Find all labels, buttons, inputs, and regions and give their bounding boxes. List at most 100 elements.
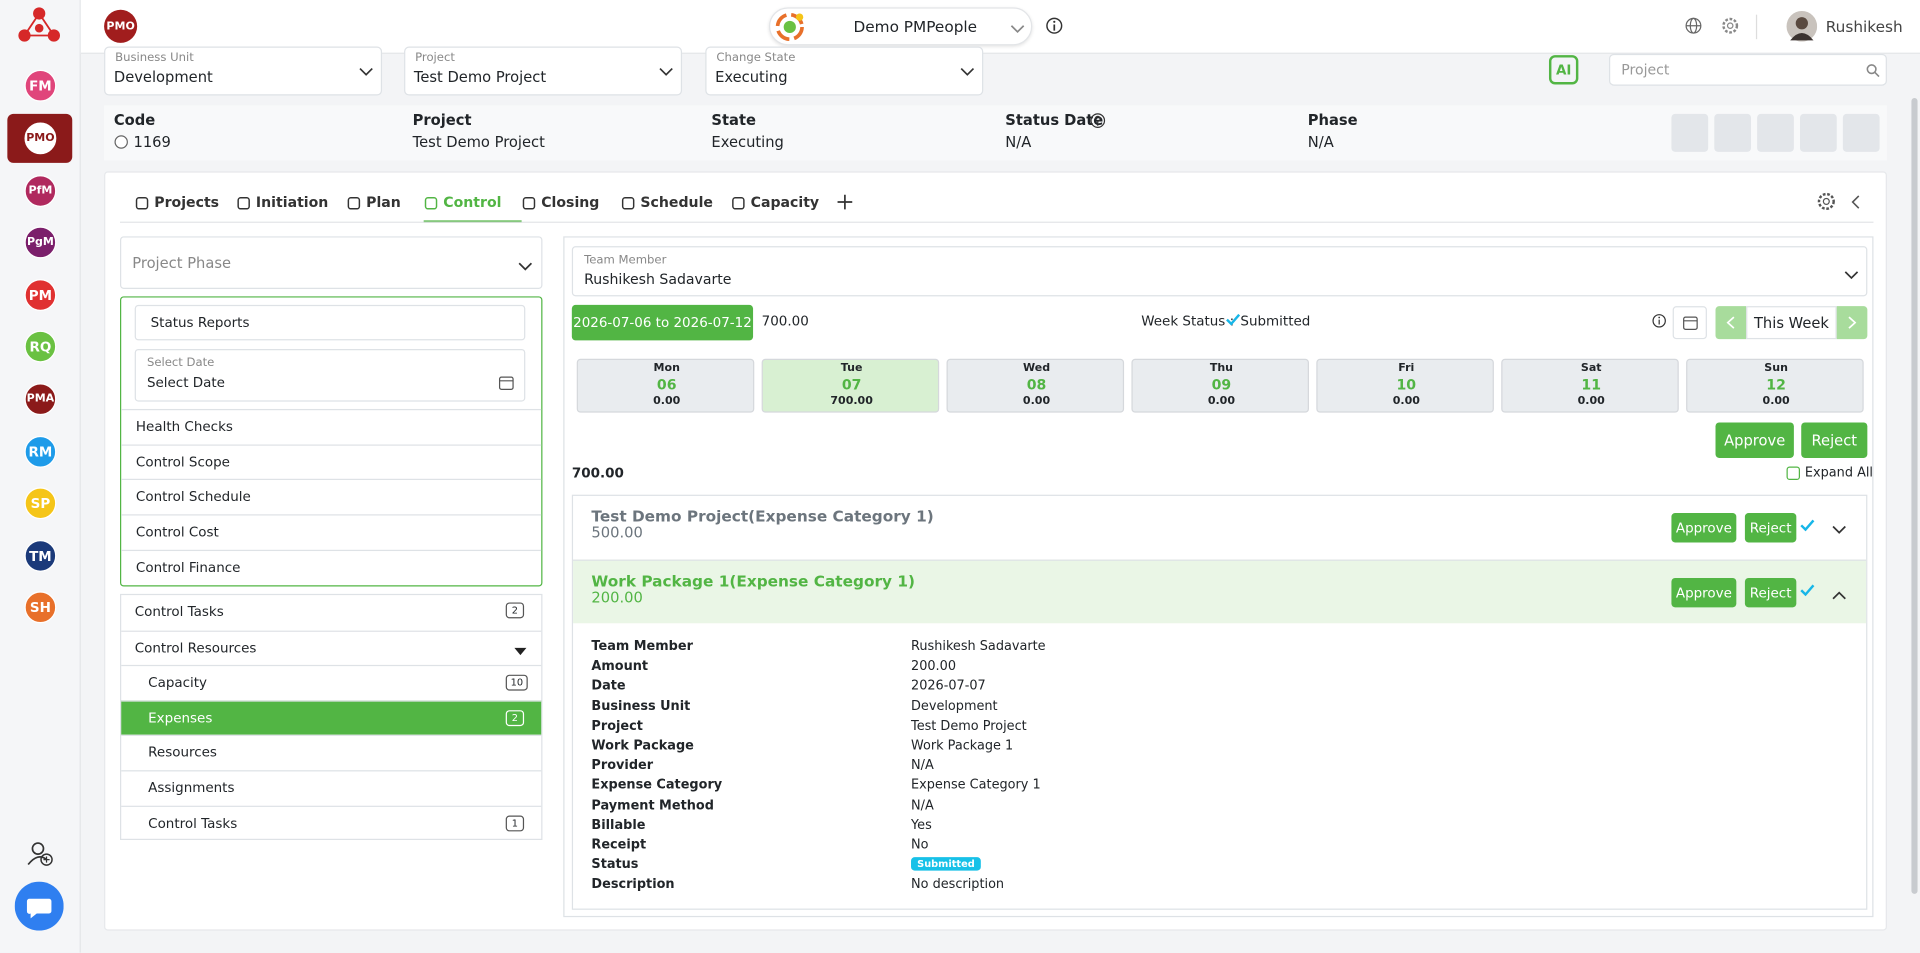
button[interactable]: Approve <box>1671 577 1737 608</box>
app-icon[interactable]: PM <box>24 279 57 312</box>
day-cell[interactable]: Fri 10 0.00 <box>1316 358 1494 413</box>
summary-label: Status Date <box>1005 111 1104 129</box>
button[interactable]: Reject <box>1801 422 1868 458</box>
app-icon[interactable]: PgM <box>24 226 57 259</box>
add-tab[interactable] <box>836 193 853 210</box>
chat-button[interactable] <box>14 881 64 931</box>
filter-select[interactable]: Project Test Demo Project <box>404 46 683 96</box>
next-week[interactable] <box>1836 306 1868 340</box>
menu-label: Control Tasks <box>134 603 224 620</box>
day-cell[interactable]: Wed 08 0.00 <box>946 358 1125 413</box>
icon-part <box>359 67 373 76</box>
phase-item[interactable]: Control Scope <box>121 444 542 479</box>
toolbar-button[interactable] <box>1671 113 1709 152</box>
expand-checkbox[interactable] <box>1786 466 1801 481</box>
day-cell[interactable]: Thu 09 0.00 <box>1131 358 1309 413</box>
app-icon[interactable]: PfM <box>24 175 57 207</box>
phase-item[interactable]: Control Schedule <box>121 479 542 514</box>
info-icon[interactable] <box>1046 17 1063 34</box>
app-icon[interactable]: RQ <box>24 330 57 363</box>
button[interactable]: Approve <box>1715 422 1794 458</box>
date-input[interactable]: Select Date Select Date <box>134 348 526 402</box>
tab[interactable]: Closing <box>522 189 621 223</box>
submenu-item[interactable]: Assignments <box>121 770 542 805</box>
prev-week[interactable] <box>1715 306 1747 340</box>
avatar[interactable] <box>1786 11 1818 42</box>
app-icon[interactable]: TM <box>24 540 57 572</box>
day-name: Mon <box>653 362 680 375</box>
app-icon[interactable]: PMO <box>24 122 57 155</box>
icon-part <box>22 11 56 37</box>
menu-item[interactable]: Control Tasks 2 <box>121 595 541 630</box>
filter-value: Test Demo Project <box>413 68 547 86</box>
workspace-selector[interactable]: Demo PMPeople <box>768 7 1033 46</box>
header-logo[interactable]: PMO <box>104 9 138 43</box>
icon-part <box>514 647 527 655</box>
tab[interactable]: Initiation <box>236 189 346 223</box>
app-icon[interactable]: PMA <box>24 383 57 416</box>
icon-part <box>424 197 438 210</box>
card-settings[interactable] <box>1817 192 1835 211</box>
globe-icon[interactable] <box>1685 17 1702 34</box>
submenu-item[interactable]: Capacity 10 <box>121 664 542 700</box>
day-cell[interactable]: Sun 12 0.00 <box>1686 358 1864 413</box>
icon-part <box>114 135 128 149</box>
check-icon <box>1800 584 1815 597</box>
this-week[interactable]: This Week <box>1746 306 1837 340</box>
app-icon[interactable]: SP <box>24 487 57 520</box>
detail-label: Date <box>591 678 626 694</box>
tab[interactable]: Plan <box>347 189 424 223</box>
tab[interactable]: Schedule <box>621 189 731 223</box>
toolbar-button[interactable] <box>1842 113 1880 152</box>
filter-select[interactable]: Change State Executing <box>705 46 984 96</box>
ai-button[interactable]: AI <box>1548 55 1579 85</box>
day-cell[interactable]: Sat 11 0.00 <box>1501 358 1679 413</box>
add-user-icon[interactable] <box>27 840 54 867</box>
summary-value: Executing <box>711 133 784 151</box>
submenu-item[interactable]: Control Tasks 1 <box>121 805 542 840</box>
button[interactable]: Reject <box>1744 577 1797 608</box>
button[interactable]: Approve <box>1671 513 1737 543</box>
icon-part <box>1844 271 1859 280</box>
calendar-button[interactable] <box>1672 306 1707 340</box>
tab-label: Schedule <box>640 193 713 211</box>
day-cell[interactable]: Tue 07 700.00 <box>761 358 940 413</box>
phase-select[interactable]: Project Phase <box>120 236 543 289</box>
app-icon[interactable]: FM <box>24 69 57 102</box>
submenu-item[interactable]: Resources <box>121 735 542 770</box>
day-name: Tue <box>840 362 863 375</box>
app-icon[interactable]: SH <box>24 591 57 624</box>
filter-select[interactable]: Business Unit Development <box>104 46 383 96</box>
icon-part <box>31 842 45 855</box>
settings-icon[interactable] <box>1722 17 1739 34</box>
tab[interactable]: Control <box>423 189 522 223</box>
filter-label: Business Unit <box>115 51 194 65</box>
toolbar-button[interactable] <box>1714 113 1752 152</box>
status-reports[interactable]: Status Reports <box>134 304 526 341</box>
day-cell[interactable]: Mon 06 0.00 <box>576 358 755 413</box>
toolbar-button[interactable] <box>1757 113 1794 152</box>
button[interactable]: Reject <box>1744 513 1797 543</box>
icon-part <box>522 197 536 210</box>
radio[interactable] <box>114 135 129 150</box>
group-header[interactable]: Work Package 1(Expense Category 1) 200.00… <box>573 559 1867 624</box>
button[interactable]: 2026-07-06 to 2026-07-12 <box>571 304 754 341</box>
member-select[interactable]: Team Member Rushikesh Sadavarte <box>571 246 1868 297</box>
app-icon[interactable]: RM <box>24 435 57 468</box>
toolbar-button[interactable] <box>1800 113 1837 152</box>
icon-part <box>424 197 438 210</box>
tab[interactable]: Capacity <box>731 189 829 223</box>
phase-item[interactable]: Control Finance <box>121 549 542 585</box>
submenu-item[interactable]: Expenses 2 <box>121 700 542 736</box>
phase-item[interactable]: Control Cost <box>121 514 542 549</box>
collapse[interactable] <box>1850 195 1860 210</box>
detail-label: Team Member <box>591 639 693 654</box>
icon-part <box>1090 113 1106 128</box>
menu-item[interactable]: Control Resources <box>121 630 542 665</box>
tab[interactable]: Projects <box>135 189 237 223</box>
phase-item[interactable]: Health Checks <box>121 408 542 444</box>
icon-part <box>1832 525 1846 534</box>
search-box[interactable]: Project <box>1608 53 1887 86</box>
group-header[interactable]: Test Demo Project(Expense Category 1) 500… <box>573 496 1866 560</box>
day-amount: 0.00 <box>1762 395 1790 408</box>
